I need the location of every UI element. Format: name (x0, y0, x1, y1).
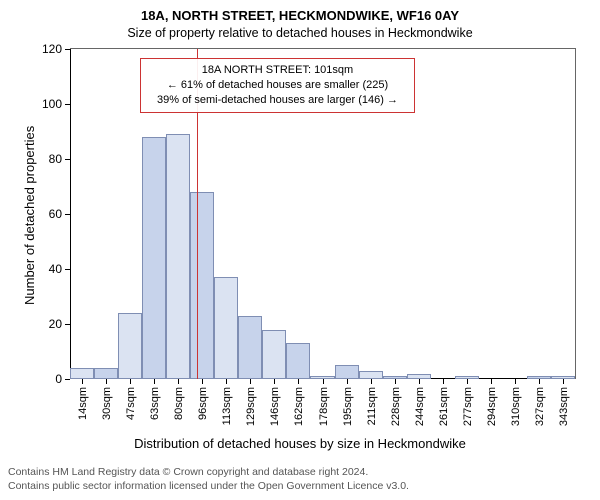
x-tick-label: 310sqm (510, 387, 522, 426)
y-tick-mark (65, 49, 70, 50)
x-tick-mark (539, 379, 540, 384)
x-tick-label: 30sqm (101, 387, 113, 420)
histogram-bar (118, 313, 142, 379)
x-tick-mark (106, 379, 107, 384)
y-axis-line (70, 49, 71, 379)
x-tick-label: 178sqm (318, 387, 330, 426)
x-tick-mark (154, 379, 155, 384)
title-main: 18A, NORTH STREET, HECKMONDWIKE, WF16 0A… (0, 8, 600, 23)
x-tick-label: 146sqm (269, 387, 281, 426)
x-tick-mark (178, 379, 179, 384)
annotation-line: 39% of semi-detached houses are larger (… (149, 93, 406, 108)
x-axis-label: Distribution of detached houses by size … (0, 436, 600, 451)
x-tick-label: 80sqm (173, 387, 185, 420)
annotation-line: 18A NORTH STREET: 101sqm (149, 63, 406, 78)
histogram-bar (262, 330, 286, 380)
x-tick-mark (515, 379, 516, 384)
x-tick-label: 211sqm (366, 387, 378, 425)
x-tick-label: 96sqm (197, 387, 209, 420)
x-tick-mark (563, 379, 564, 384)
x-tick-mark (443, 379, 444, 384)
annotation-line: ← 61% of detached houses are smaller (22… (149, 78, 406, 93)
footer-attribution: Contains HM Land Registry data © Crown c… (8, 465, 409, 493)
histogram-bar (142, 137, 166, 379)
x-tick-mark (467, 379, 468, 384)
x-tick-mark (202, 379, 203, 384)
x-tick-label: 343sqm (558, 387, 570, 426)
x-tick-mark (226, 379, 227, 384)
x-tick-label: 261sqm (438, 387, 450, 426)
plot-area: 02040608010012014sqm30sqm47sqm63sqm80sqm… (70, 48, 576, 379)
x-tick-label: 113sqm (221, 387, 233, 425)
x-tick-mark (419, 379, 420, 384)
histogram-bar (359, 371, 383, 379)
y-tick-mark (65, 269, 70, 270)
histogram-bar (70, 368, 94, 379)
x-tick-label: 162sqm (293, 387, 305, 426)
footer-line-1: Contains HM Land Registry data © Crown c… (8, 465, 409, 479)
x-tick-mark (274, 379, 275, 384)
x-tick-label: 63sqm (149, 387, 161, 420)
x-tick-label: 294sqm (486, 387, 498, 426)
x-tick-mark (130, 379, 131, 384)
x-tick-label: 327sqm (534, 387, 546, 426)
x-tick-mark (250, 379, 251, 384)
y-tick-mark (65, 379, 70, 380)
histogram-bar (238, 316, 262, 379)
x-tick-label: 195sqm (342, 387, 354, 426)
x-tick-label: 228sqm (390, 387, 402, 426)
y-axis-label: Number of detached properties (22, 126, 37, 305)
x-tick-mark (347, 379, 348, 384)
histogram-bar (190, 192, 214, 379)
x-tick-label: 277sqm (462, 387, 474, 426)
x-tick-label: 14sqm (77, 387, 89, 420)
y-tick-mark (65, 324, 70, 325)
y-tick-mark (65, 104, 70, 105)
footer-line-2: Contains public sector information licen… (8, 479, 409, 493)
x-tick-mark (323, 379, 324, 384)
x-tick-mark (371, 379, 372, 384)
x-tick-mark (298, 379, 299, 384)
histogram-bar (335, 365, 359, 379)
y-tick-mark (65, 214, 70, 215)
annotation-box: 18A NORTH STREET: 101sqm← 61% of detache… (140, 58, 415, 113)
x-tick-mark (395, 379, 396, 384)
x-tick-label: 129sqm (245, 387, 257, 426)
histogram-bar (94, 368, 118, 379)
histogram-bar (286, 343, 310, 379)
x-tick-mark (491, 379, 492, 384)
x-tick-mark (82, 379, 83, 384)
histogram-bar (214, 277, 238, 379)
histogram-bar (166, 134, 190, 379)
y-tick-mark (65, 159, 70, 160)
x-tick-label: 47sqm (125, 387, 137, 420)
title-sub: Size of property relative to detached ho… (0, 26, 600, 40)
x-tick-label: 244sqm (414, 387, 426, 426)
